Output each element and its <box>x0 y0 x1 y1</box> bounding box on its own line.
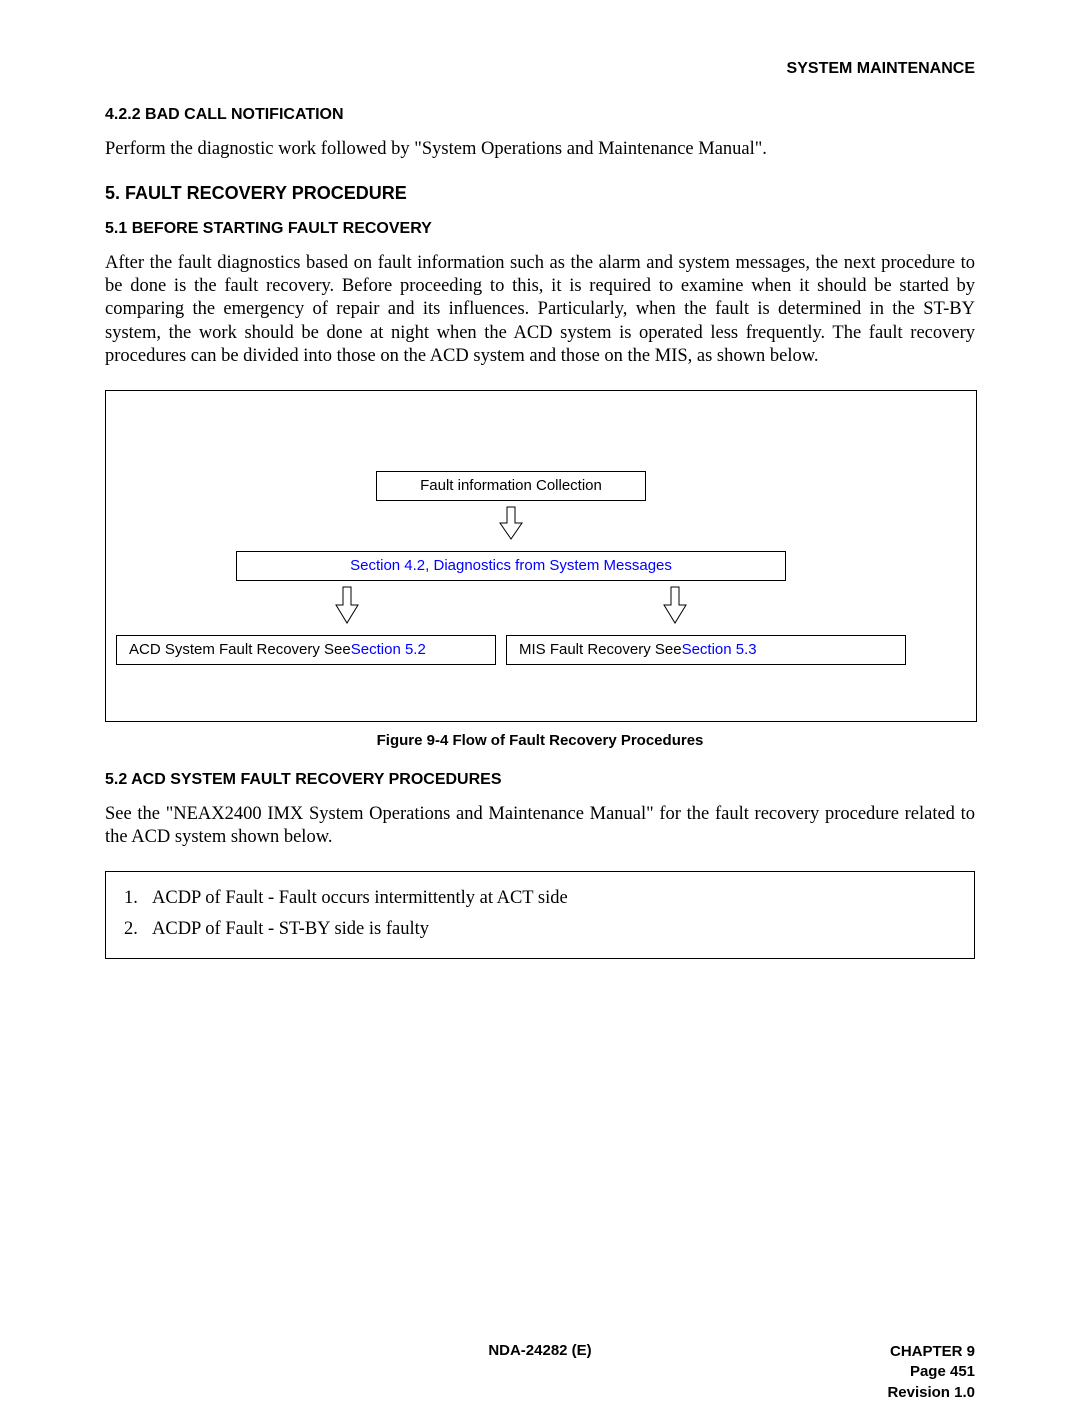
flowchart-node-fault-info: Fault information Collection <box>376 471 646 501</box>
node-label: ACD System Fault Recovery See <box>129 641 351 658</box>
page: SYSTEM MAINTENANCE 4.2.2 BAD CALL NOTIFI… <box>0 0 1080 1397</box>
arrow-down-icon <box>334 585 360 629</box>
body-5-2: See the "NEAX2400 IMX System Operations … <box>105 803 975 849</box>
footer-chapter: CHAPTER 9 <box>887 1342 975 1362</box>
flowchart-node-acd-recovery: ACD System Fault Recovery See Section 5.… <box>116 635 496 665</box>
heading-5-2: 5.2 ACD SYSTEM FAULT RECOVERY PROCEDURES <box>105 771 975 789</box>
footer-revision: Revision 1.0 <box>887 1383 975 1403</box>
list-number: 2. <box>124 919 152 940</box>
body-5-1: After the fault diagnostics based on fau… <box>105 252 975 368</box>
body-4-2-2: Perform the diagnostic work followed by … <box>105 138 975 161</box>
list-text: ACDP of Fault - ST-BY side is faulty <box>152 919 429 940</box>
flowchart-node-diagnostics: Section 4.2, Diagnostics from System Mes… <box>236 551 786 581</box>
flowchart-node-mis-recovery: MIS Fault Recovery See Section 5.3 <box>506 635 906 665</box>
node-label: Fault information Collection <box>420 477 602 494</box>
link-section-4-2[interactable]: Section 4.2, Diagnostics from System Mes… <box>350 557 672 574</box>
footer-doc-number: NDA-24282 (E) <box>105 1342 975 1359</box>
heading-4-2-2: 4.2.2 BAD CALL NOTIFICATION <box>105 106 975 124</box>
node-label: MIS Fault Recovery See <box>519 641 682 658</box>
list-number: 1. <box>124 888 152 909</box>
flowchart: Fault information Collection Section 4.2… <box>105 390 977 722</box>
page-header-title: SYSTEM MAINTENANCE <box>105 60 975 78</box>
figure-caption: Figure 9-4 Flow of Fault Recovery Proced… <box>105 732 975 749</box>
arrow-down-icon <box>498 505 524 545</box>
footer-right: CHAPTER 9 Page 451 Revision 1.0 <box>887 1342 975 1403</box>
heading-5-1: 5.1 BEFORE STARTING FAULT RECOVERY <box>105 220 975 238</box>
heading-5: 5. FAULT RECOVERY PROCEDURE <box>105 183 975 204</box>
footer-page: Page 451 <box>887 1362 975 1382</box>
list-item: 1. ACDP of Fault - Fault occurs intermit… <box>124 888 956 909</box>
list-item: 2. ACDP of Fault - ST-BY side is faulty <box>124 919 956 940</box>
list-text: ACDP of Fault - Fault occurs intermitten… <box>152 888 568 909</box>
link-section-5-3[interactable]: Section 5.3 <box>682 641 757 658</box>
link-section-5-2[interactable]: Section 5.2 <box>351 641 426 658</box>
arrow-down-icon <box>662 585 688 629</box>
fault-list-box: 1. ACDP of Fault - Fault occurs intermit… <box>105 871 975 959</box>
